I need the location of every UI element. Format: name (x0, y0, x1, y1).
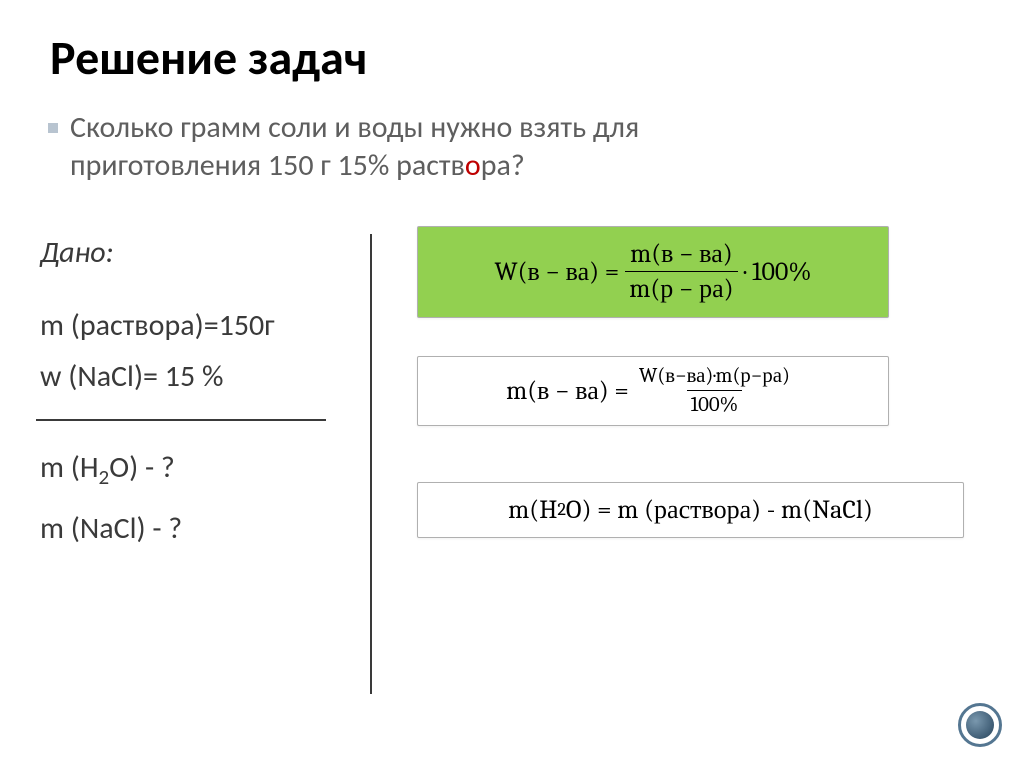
given-label: Дано: (40, 234, 360, 271)
find-m-h2o-post: O) - ? (109, 449, 175, 486)
f3-pre: m(H (508, 495, 557, 525)
f2-num: W(в−ва)·m(р−ра) (635, 364, 794, 390)
formula-mass-fraction: W(в − ва) = m(в − ва) m(р − ра) · 100% (417, 226, 889, 318)
given-find-column: Дано: m (раствора)=150г w (NaCl)= 15 % m… (40, 234, 360, 571)
vertical-divider (370, 234, 372, 694)
bullet-icon (48, 123, 58, 133)
find-m-h2o-pre: m (H (40, 449, 99, 486)
page-title: Решение задач (0, 0, 1024, 87)
f2-den: 100% (687, 390, 743, 417)
given-w-nacl: w (NaCl)= 15 % (40, 358, 360, 395)
find-m-h2o: m (H2O) - ? (40, 449, 360, 486)
f1-tail: · 100% (744, 257, 812, 287)
problem-line1: Сколько грамм соли и воды нужно взять дл… (70, 109, 639, 146)
horizontal-divider (36, 419, 326, 421)
f1-fraction: m(в − ва) m(р − ра) (625, 239, 737, 304)
f2-lhs: m(в − ва) = (506, 376, 629, 406)
slide-nav-circle-inner (966, 711, 994, 739)
problem-line2-pre: приготовления 150 г 15% раств (70, 147, 465, 184)
problem-line2-post: ра? (481, 147, 525, 184)
find-m-h2o-sub: 2 (99, 464, 110, 490)
f1-den: m(р − ра) (625, 271, 737, 304)
f1-lhs: W(в − ва) = (494, 257, 619, 287)
problem-statement-row: Сколько грамм соли и воды нужно взять дл… (0, 87, 1024, 186)
f3-post: O) = m (раствора) - m(NaCl) (566, 495, 873, 525)
content-area: Дано: m (раствора)=150г w (NaCl)= 15 % m… (0, 186, 1024, 234)
problem-accent-letter: о (465, 147, 481, 184)
formula-mass-substance: m(в − ва) = W(в−ва)·m(р−ра) 100% (417, 356, 889, 426)
f2-fraction: W(в−ва)·m(р−ра) 100% (635, 364, 794, 417)
formula-mass-water: m(H2O) = m (раствора) - m(NaCl) (417, 482, 964, 538)
given-m-solution: m (раствора)=150г (40, 307, 360, 344)
f1-num: m(в − ва) (626, 239, 737, 271)
problem-text: Сколько грамм соли и воды нужно взять дл… (70, 109, 639, 186)
find-m-nacl: m (NaCl) - ? (40, 510, 360, 547)
slide-nav-circle-icon[interactable] (958, 703, 1002, 747)
